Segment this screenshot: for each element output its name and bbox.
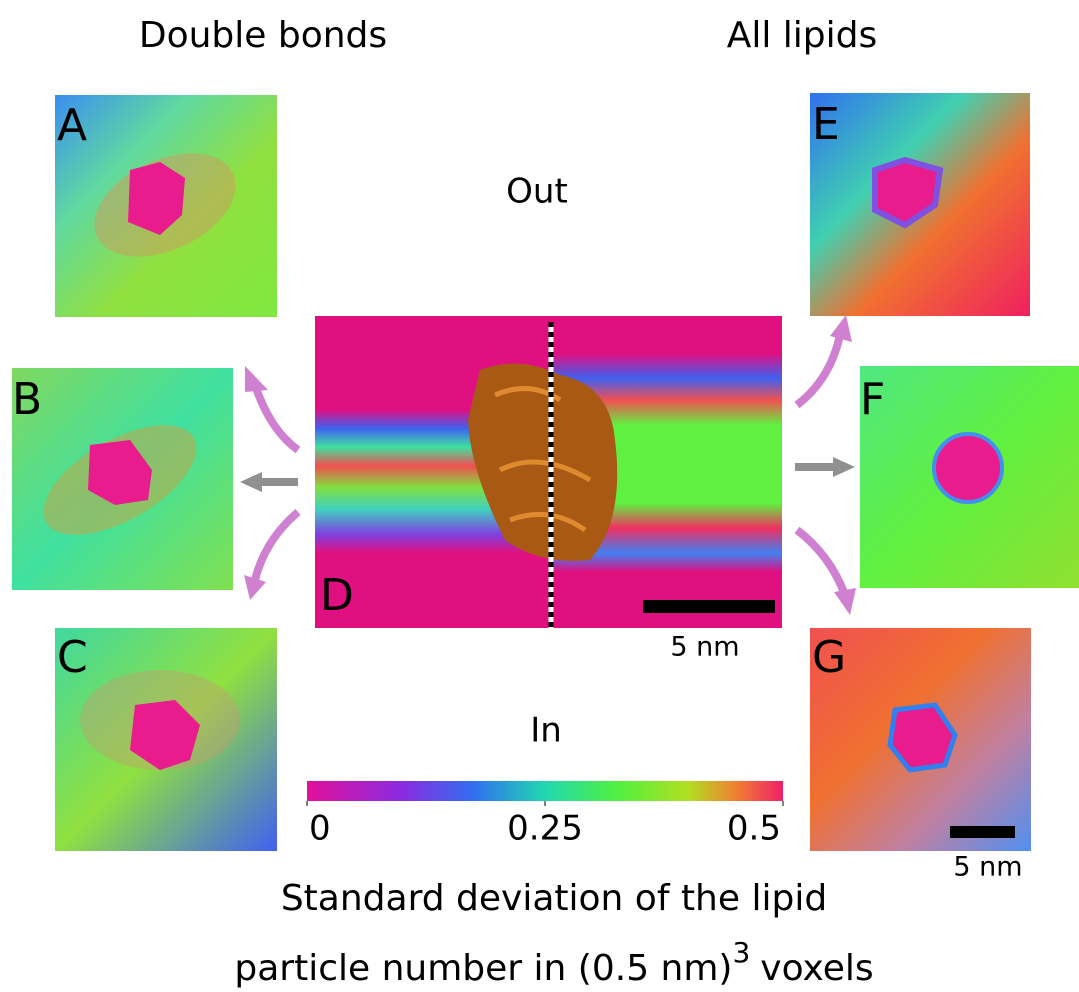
- caption: particle number in (0.5 nm)3 voxels: [234, 936, 873, 989]
- colorbar-tick-label: 0.25: [507, 809, 583, 849]
- panel-c: C: [55, 628, 277, 851]
- header: Double bonds: [139, 15, 387, 56]
- side-label: In: [530, 711, 562, 751]
- colorbar-tick-label: 0.5: [727, 809, 781, 849]
- header: All lipids: [727, 15, 878, 56]
- scale-bar-label: 5 nm: [953, 852, 1022, 883]
- caption: Standard deviation of the lipid: [281, 878, 827, 919]
- colorbar-ramp: [307, 781, 783, 801]
- colorbar-tick-label: 0: [309, 809, 331, 849]
- panel-e: E: [810, 93, 1030, 316]
- panel-a: A: [55, 95, 277, 317]
- panel-label: C: [57, 632, 88, 683]
- colorbar: 0 0.25 0.5: [306, 781, 784, 849]
- scale-bar-label: 5 nm: [670, 632, 739, 663]
- panel-b: B: [12, 368, 233, 590]
- panel-label: B: [12, 374, 42, 425]
- panel-label: A: [57, 100, 87, 151]
- panel-d: D: [315, 316, 782, 628]
- panel-f: F: [860, 366, 1079, 588]
- panel-label: G: [812, 632, 846, 683]
- panel-label: D: [320, 570, 354, 621]
- caption-text: particle number in (0.5 nm): [234, 948, 732, 989]
- panel-label: E: [812, 99, 840, 150]
- arrows: [240, 315, 856, 615]
- caption-text: voxels: [760, 948, 873, 989]
- panel-g: G: [810, 628, 1031, 851]
- caption-superscript: 3: [732, 936, 750, 969]
- panel-label: F: [860, 374, 885, 425]
- side-label: Out: [506, 172, 568, 212]
